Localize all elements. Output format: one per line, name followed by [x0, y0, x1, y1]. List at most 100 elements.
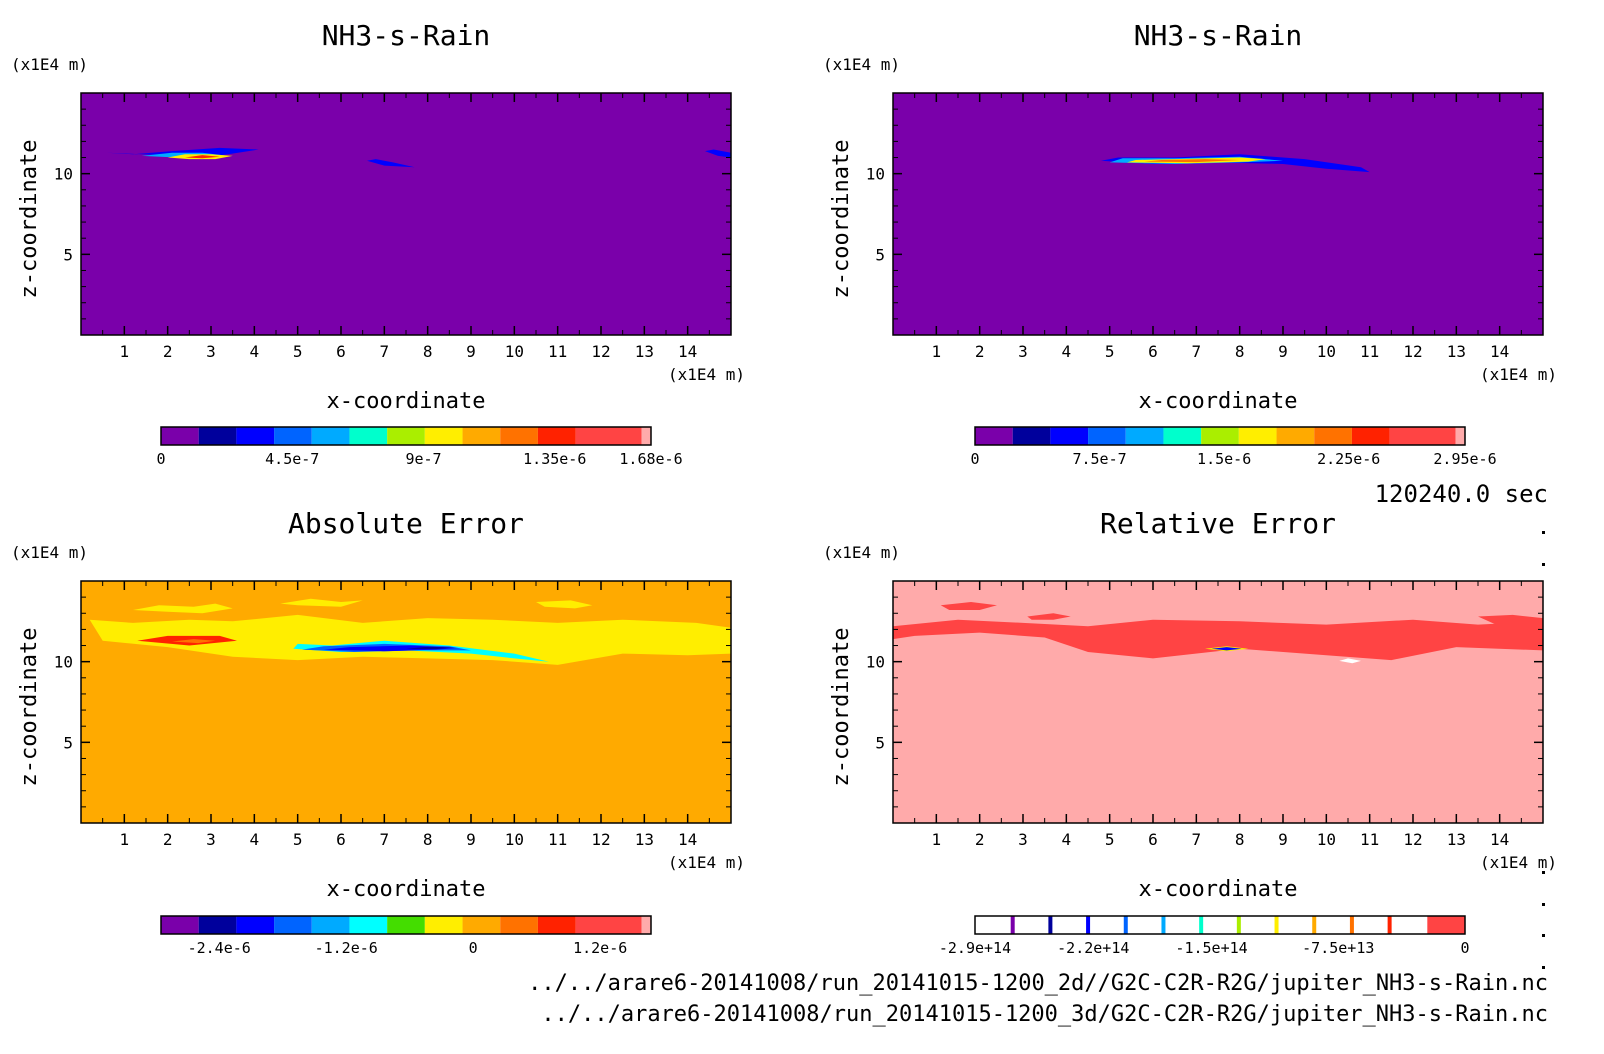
- colorbar: -2.9e+14 -2.2e+14 -1.5e+14 -7.5e+13 0: [939, 915, 1470, 957]
- x-tick-label: 4: [1062, 342, 1072, 361]
- colorbar-tick-label: 2.95e-6: [1433, 450, 1496, 468]
- colorbar-swatch: [1125, 427, 1164, 445]
- data-region-5: [367, 159, 415, 168]
- colorbar-swatch: [1389, 427, 1456, 445]
- data-region-6: [705, 149, 731, 158]
- x-tick-label: 2: [163, 342, 173, 361]
- colorbar-swatch: [349, 427, 388, 445]
- x-tick-label: 1: [932, 342, 942, 361]
- x-tick-label: 6: [1148, 830, 1158, 849]
- chart-panel-4: Relative Error(x1E4 m)1 2 3 4 5 6 7 8 9 10 11 12 13 1…: [823, 507, 1557, 957]
- y-unit-label: (x1E4 m): [11, 55, 88, 74]
- data-region-4: [536, 600, 593, 609]
- colorbar-swatch: [349, 916, 388, 934]
- colorbar: 0 4.5e-7 9e-7 1.35e-6 1.68e-6: [156, 426, 683, 468]
- x-unit-label: (x1E4 m): [668, 853, 745, 872]
- x-axis-label: x-coordinate: [1139, 877, 1298, 902]
- colorbar-swatch: [575, 916, 642, 934]
- plot-background: [81, 93, 731, 335]
- colorbar-swatch: [500, 427, 538, 445]
- y-tick-label: 10: [866, 165, 885, 184]
- x-tick-label: 3: [206, 342, 216, 361]
- data-region-6: [1211, 647, 1242, 651]
- colorbar-swatch: [1276, 427, 1315, 445]
- colorbar-swatch: [1163, 427, 1202, 445]
- x-tick-label: 14: [1490, 830, 1509, 849]
- colorbar-swatch: [1201, 427, 1239, 445]
- y-tick-label: 5: [875, 245, 885, 264]
- colorbar-tick-label: 2.25e-6: [1317, 450, 1380, 468]
- colorbar-swatch: [387, 427, 425, 445]
- colorbar-swatch: [198, 427, 237, 445]
- x-tick-label: 1: [120, 830, 130, 849]
- colorbar-swatch: [1455, 427, 1465, 445]
- data-region-4: [185, 155, 220, 159]
- x-tick-label: 5: [293, 342, 303, 361]
- colorbar-swatch: [537, 916, 576, 934]
- colorbar-swatch: [537, 427, 576, 445]
- colorbar-tick-label: 0: [469, 939, 478, 957]
- x-tick-label: 13: [1447, 830, 1466, 849]
- colorbar-swatch: [462, 427, 501, 445]
- colorbar-tick-label: 0: [1460, 939, 1469, 957]
- data-region-1: [893, 619, 1543, 661]
- colorbar-swatch: [462, 916, 501, 934]
- y-axis-label: z-coordinate: [829, 140, 854, 299]
- colorbar-swatch: [575, 427, 642, 445]
- data-region-4: [1478, 614, 1543, 627]
- x-tick-label: 14: [1490, 342, 1509, 361]
- x-tick-label: 3: [1018, 342, 1028, 361]
- colorbar-swatch: [161, 427, 199, 445]
- colorbar-swatch: [1012, 427, 1051, 445]
- x-tick-label: 11: [1360, 830, 1379, 849]
- data-features: [107, 147, 731, 168]
- colorbar-tick-label: 9e-7: [405, 450, 441, 468]
- data-region-4: [1144, 159, 1240, 163]
- x-tick-label: 3: [206, 830, 216, 849]
- data-features: [89, 598, 731, 665]
- footer-line-1: ../../arare6-20141008/run_20141015-1200_…: [528, 971, 1548, 996]
- colorbar-frame: [160, 915, 652, 935]
- colorbar-tick-label: -2.4e-6: [188, 939, 251, 957]
- data-region-2: [133, 603, 233, 614]
- x-tick-label: 13: [635, 830, 654, 849]
- stray-dot-markers: [1542, 531, 1545, 969]
- x-tick-label: 6: [1148, 342, 1158, 361]
- x-tick-label: 4: [250, 342, 260, 361]
- colorbar-swatch: [387, 916, 425, 934]
- data-features: [893, 602, 1543, 664]
- colorbar-swatch: [161, 916, 199, 934]
- colorbar-frame: [974, 915, 1466, 935]
- y-unit-label: (x1E4 m): [823, 543, 900, 562]
- x-tick-label: 7: [1192, 342, 1202, 361]
- plot-background: [81, 581, 731, 823]
- x-tick-label: 12: [1403, 342, 1422, 361]
- x-tick-label: 9: [1278, 830, 1288, 849]
- colorbar-swatch: [274, 427, 312, 445]
- x-tick-label: 3: [1018, 830, 1028, 849]
- colorbar-swatch: [424, 427, 463, 445]
- y-unit-label: (x1E4 m): [823, 55, 900, 74]
- x-unit-label: (x1E4 m): [1480, 365, 1557, 384]
- x-tick-label: 9: [466, 830, 476, 849]
- x-tick-label: 10: [505, 342, 524, 361]
- x-tick-label: 5: [1105, 830, 1115, 849]
- colorbar-swatch: [424, 916, 463, 934]
- colorbar-frame: [974, 426, 1466, 446]
- colorbar-tick-label: -1.5e+14: [1175, 939, 1247, 957]
- x-axis-label: x-coordinate: [1139, 389, 1298, 414]
- colorbar-level-line: [1199, 916, 1204, 934]
- x-tick-label: 7: [1192, 830, 1202, 849]
- time-label: 120240.0 sec: [1375, 480, 1548, 508]
- plot-background: [893, 93, 1543, 335]
- y-tick-label: 5: [63, 245, 73, 264]
- x-tick-label: 2: [163, 830, 173, 849]
- colorbar-tick-label: -2.9e+14: [939, 939, 1011, 957]
- colorbar-tick-label: 1.35e-6: [523, 450, 586, 468]
- chart-title: NH3-s-Rain: [1134, 19, 1303, 52]
- colorbar-tick-label: -7.5e+13: [1302, 939, 1374, 957]
- data-region-1: [89, 614, 731, 665]
- x-tick-label: 13: [635, 342, 654, 361]
- chart-title: NH3-s-Rain: [322, 19, 491, 52]
